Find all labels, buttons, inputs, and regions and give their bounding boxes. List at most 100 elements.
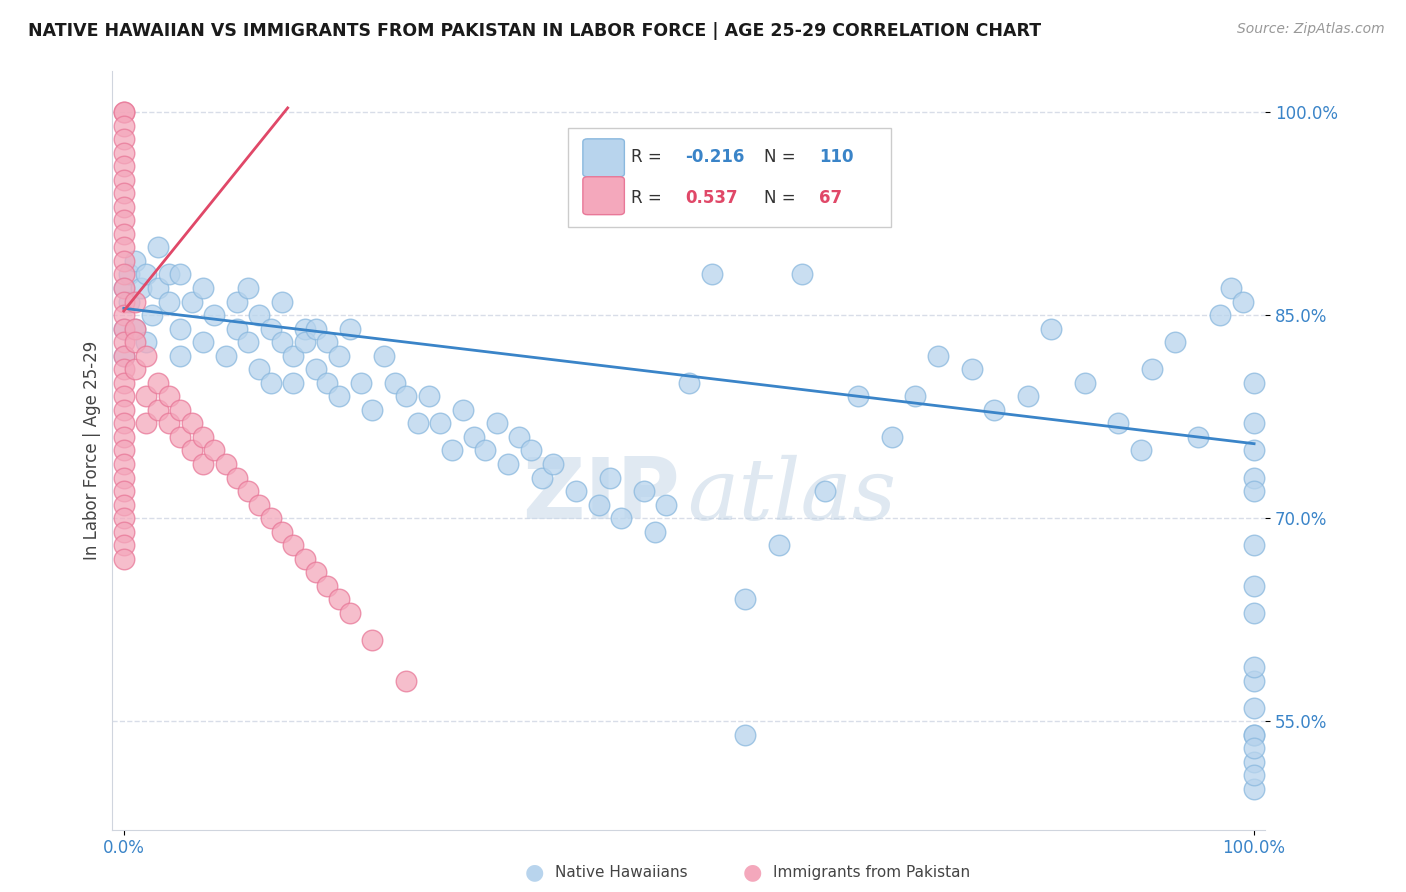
- Point: [112, 524, 135, 539]
- Point: [655, 498, 678, 512]
- Point: [112, 159, 135, 173]
- Point: [700, 268, 723, 282]
- Point: [305, 321, 328, 335]
- Point: [1232, 294, 1254, 309]
- Point: [112, 186, 135, 201]
- Point: [249, 498, 271, 512]
- Point: [305, 566, 328, 580]
- Point: [260, 376, 283, 390]
- Point: [384, 376, 406, 390]
- Point: [519, 443, 541, 458]
- Point: [112, 240, 135, 254]
- Point: [112, 417, 135, 431]
- Point: [157, 268, 180, 282]
- Point: [236, 335, 259, 350]
- Point: [112, 281, 135, 295]
- Text: NATIVE HAWAIIAN VS IMMIGRANTS FROM PAKISTAN IN LABOR FORCE | AGE 25-29 CORRELATI: NATIVE HAWAIIAN VS IMMIGRANTS FROM PAKIS…: [28, 22, 1042, 40]
- Point: [565, 484, 588, 499]
- Point: [135, 389, 157, 403]
- Point: [1243, 728, 1265, 742]
- Point: [734, 728, 756, 742]
- Point: [451, 402, 474, 417]
- Point: [1017, 389, 1039, 403]
- Text: Native Hawaiians: Native Hawaiians: [555, 865, 688, 880]
- Point: [339, 321, 361, 335]
- Point: [271, 524, 294, 539]
- Point: [112, 349, 135, 363]
- Text: R =: R =: [631, 189, 668, 207]
- Point: [588, 498, 610, 512]
- Text: -0.216: -0.216: [686, 148, 745, 166]
- Point: [118, 294, 141, 309]
- Point: [146, 240, 169, 254]
- Point: [157, 294, 180, 309]
- Point: [1130, 443, 1153, 458]
- Point: [236, 484, 259, 499]
- Point: [249, 362, 271, 376]
- Point: [112, 498, 135, 512]
- Point: [339, 606, 361, 620]
- Point: [429, 417, 451, 431]
- Point: [271, 294, 294, 309]
- Point: [316, 335, 339, 350]
- Point: [294, 321, 316, 335]
- FancyBboxPatch shape: [583, 177, 624, 215]
- Point: [112, 443, 135, 458]
- Point: [1243, 538, 1265, 552]
- Point: [112, 308, 135, 322]
- Point: [180, 417, 202, 431]
- Point: [271, 335, 294, 350]
- Point: [361, 633, 384, 648]
- Point: [118, 268, 141, 282]
- Point: [225, 321, 247, 335]
- Point: [112, 335, 135, 350]
- Point: [225, 470, 247, 484]
- Point: [1243, 484, 1265, 499]
- Point: [124, 362, 146, 376]
- Point: [169, 349, 191, 363]
- Point: [112, 119, 135, 133]
- Point: [214, 349, 236, 363]
- Text: atlas: atlas: [686, 455, 896, 537]
- Point: [124, 335, 146, 350]
- Point: [260, 321, 283, 335]
- Point: [316, 376, 339, 390]
- Point: [1243, 673, 1265, 688]
- Point: [112, 470, 135, 484]
- Point: [983, 402, 1005, 417]
- Point: [294, 335, 316, 350]
- Point: [157, 417, 180, 431]
- Point: [1243, 470, 1265, 484]
- Point: [305, 362, 328, 376]
- Point: [316, 579, 339, 593]
- Point: [146, 281, 169, 295]
- FancyBboxPatch shape: [568, 128, 891, 227]
- Point: [406, 417, 429, 431]
- Point: [112, 321, 135, 335]
- Point: [1243, 443, 1265, 458]
- Text: R =: R =: [631, 148, 668, 166]
- Point: [202, 443, 225, 458]
- Point: [543, 457, 565, 471]
- Point: [361, 402, 384, 417]
- Point: [1164, 335, 1187, 350]
- Point: [112, 484, 135, 499]
- Point: [202, 308, 225, 322]
- Point: [112, 321, 135, 335]
- Point: [112, 457, 135, 471]
- Point: [112, 389, 135, 403]
- Point: [141, 308, 163, 322]
- Point: [813, 484, 835, 499]
- Point: [157, 389, 180, 403]
- Text: ●: ●: [742, 863, 762, 882]
- Point: [124, 321, 146, 335]
- Point: [112, 511, 135, 525]
- Point: [1243, 660, 1265, 674]
- Point: [848, 389, 870, 403]
- Point: [112, 268, 135, 282]
- Point: [882, 430, 904, 444]
- Point: [678, 376, 700, 390]
- Point: [112, 213, 135, 227]
- FancyBboxPatch shape: [583, 139, 624, 177]
- Point: [599, 470, 621, 484]
